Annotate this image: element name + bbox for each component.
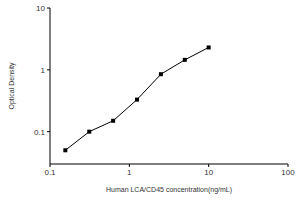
svg-text:Optical Density: Optical Density: [8, 62, 16, 110]
svg-text:100: 100: [281, 168, 292, 177]
svg-text:0.1: 0.1: [44, 168, 56, 177]
svg-text:10: 10: [204, 168, 213, 177]
svg-text:10: 10: [36, 4, 45, 13]
svg-text:Human LCA/CD45 concentration(n: Human LCA/CD45 concentration(ng/mL): [106, 186, 232, 194]
svg-text:1: 1: [127, 168, 132, 177]
svg-text:0.1: 0.1: [34, 128, 46, 137]
svg-text:1: 1: [41, 66, 46, 75]
